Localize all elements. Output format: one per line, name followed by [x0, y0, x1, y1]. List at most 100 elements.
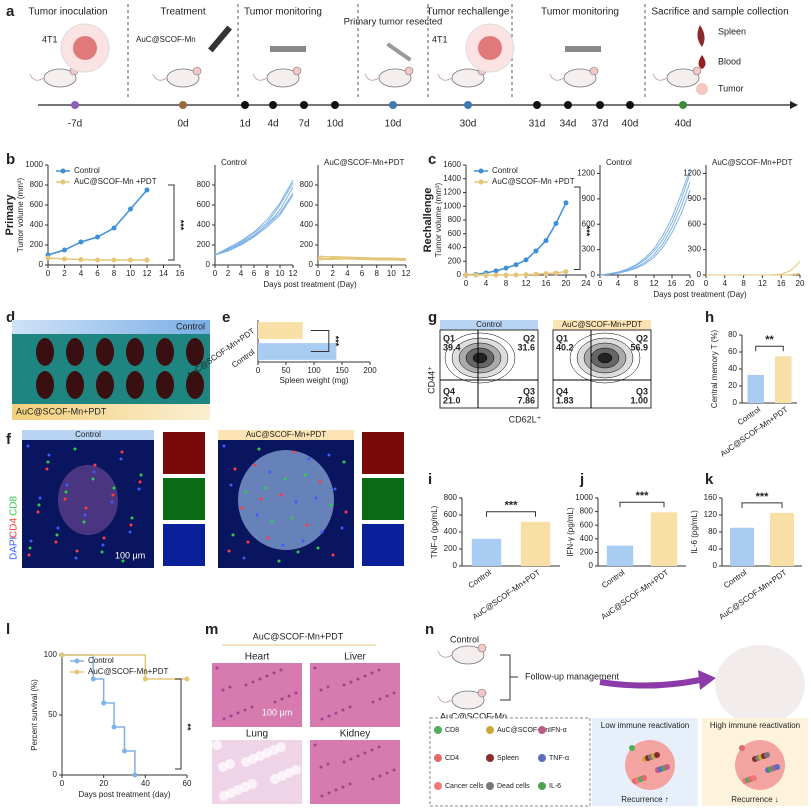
- y-tick-label: 0: [453, 561, 458, 570]
- marker: [493, 268, 499, 274]
- legend-marker: [478, 168, 484, 174]
- marker: [513, 262, 519, 268]
- marker: [483, 272, 489, 278]
- legend-icon: [486, 782, 494, 790]
- tissue-dot: [258, 677, 262, 681]
- x-tick-label: 20: [562, 279, 571, 288]
- tissue-dot: [342, 760, 346, 764]
- marker: [533, 271, 539, 277]
- x-tick-label: 12: [402, 269, 411, 278]
- mouse-ear: [589, 66, 599, 76]
- side-label: Rechallenge: [422, 188, 434, 253]
- marker: [59, 652, 65, 658]
- spleen: [156, 338, 174, 366]
- tissue-dot: [363, 751, 367, 755]
- y-tick-label: 300: [582, 245, 596, 254]
- x-tick-label: 8: [741, 279, 746, 288]
- y-axis-label: Tumor volume (mm³): [434, 182, 443, 257]
- x-tick-label: 24: [582, 279, 591, 288]
- if-dot: [303, 473, 307, 477]
- x-tick-label: 8: [265, 269, 270, 278]
- if-inset: [163, 524, 205, 566]
- legend-label: AuC@SCOF-Mn +PDT: [492, 177, 575, 186]
- legend-label: AuC@SCOF-Mn +PDT: [74, 177, 157, 186]
- legend-text: Dead cells: [497, 783, 530, 790]
- annotation: ***: [176, 220, 186, 231]
- histology-title: AuC@SCOF-Mn+PDT: [253, 631, 344, 641]
- bar: [730, 527, 754, 566]
- legend-text: CD4: [445, 755, 459, 762]
- tissue-dot: [313, 743, 317, 747]
- spleen: [186, 338, 204, 366]
- stage-title: Tumor rechallenge: [426, 7, 509, 18]
- bar: [747, 374, 764, 403]
- quadrant-name: Q4: [556, 386, 568, 396]
- timeline-point: [679, 101, 687, 109]
- tissue-dot: [363, 674, 367, 678]
- if-dot: [242, 556, 246, 560]
- y-tick-label: 50: [48, 710, 57, 719]
- x-tick-label: 12: [143, 269, 152, 278]
- y-axis-label: TNF-α (pg/mL): [430, 505, 439, 558]
- y-tick-label: 600: [688, 219, 702, 228]
- series-line: [599, 190, 691, 276]
- legend-icon: [538, 726, 546, 734]
- sample-label: Blood: [718, 56, 741, 66]
- y-tick-label: 0: [591, 270, 596, 279]
- series-line: [47, 189, 148, 256]
- y-tick-label: 40: [728, 364, 737, 373]
- mouse-ear: [477, 643, 487, 653]
- y-tick-label: 400: [30, 220, 44, 229]
- series-line: [214, 182, 294, 256]
- x-tick-label: 0: [464, 279, 469, 288]
- flow-axis-label: CD44⁺: [426, 366, 436, 394]
- cell: [764, 752, 770, 758]
- if-dot: [329, 503, 333, 507]
- y-tick-label: 200: [300, 240, 314, 249]
- if-dot: [54, 540, 58, 544]
- if-dot: [231, 533, 235, 537]
- if-dot: [277, 559, 281, 563]
- tissue-dot: [247, 779, 257, 789]
- timeline-point: [389, 101, 397, 109]
- x-tick-label: 20: [796, 279, 805, 288]
- if-dot: [270, 520, 274, 524]
- tissue-dot: [392, 691, 396, 695]
- y-tick-label: 1400: [443, 174, 461, 183]
- if-dot: [46, 460, 50, 464]
- if-dot: [27, 553, 31, 557]
- timeline-label: 10d: [327, 119, 344, 130]
- marker: [95, 234, 100, 240]
- x-tick-label: 0: [598, 279, 603, 288]
- panel-letter: g: [428, 309, 437, 326]
- marker: [543, 271, 549, 277]
- quadrant-name: Q1: [443, 333, 455, 343]
- spleen: [186, 371, 204, 399]
- y-tick-label: 600: [448, 229, 462, 238]
- if-dot: [240, 506, 244, 510]
- if-dot: [129, 523, 133, 527]
- note: 4T1: [42, 34, 58, 44]
- x-tick-label: 16: [668, 279, 677, 288]
- if-dot: [101, 543, 105, 547]
- if-dot: [26, 444, 30, 448]
- quadrant-value: 40.2: [556, 342, 574, 352]
- spleen: [66, 338, 84, 366]
- if-dot: [111, 493, 115, 497]
- y-tick-label: 20: [728, 381, 737, 390]
- marker: [503, 265, 509, 271]
- if-dot: [283, 477, 287, 481]
- photo-label: AuC@SCOF-Mn+PDT: [16, 406, 107, 416]
- x-tick-label: 4: [484, 279, 489, 288]
- y-tick-label: 120: [704, 510, 718, 519]
- marker: [523, 257, 529, 263]
- gradient-bar: [12, 404, 210, 420]
- y-tick-label: 1000: [25, 160, 43, 169]
- legend-label: Control: [492, 166, 518, 175]
- syringe: [208, 25, 232, 53]
- legend-text: Cancer cells: [445, 783, 484, 790]
- tissue-dot: [320, 717, 324, 721]
- timeline-arrow: [790, 101, 798, 109]
- if-dot: [128, 530, 132, 534]
- if-dot: [74, 556, 78, 560]
